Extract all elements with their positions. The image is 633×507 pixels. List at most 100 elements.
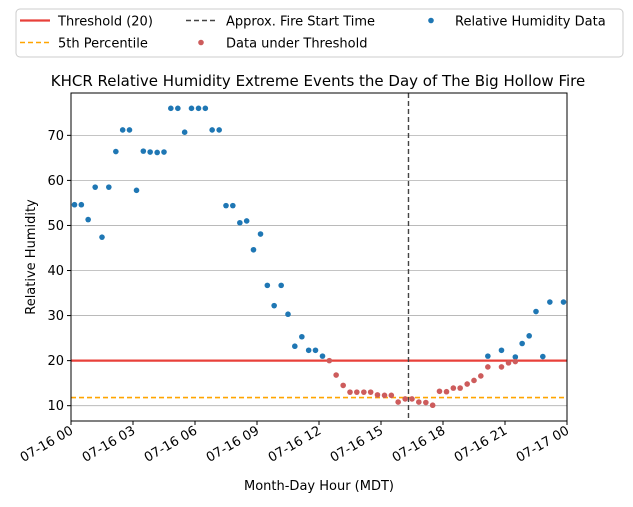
under-threshold-point xyxy=(498,364,505,370)
under-threshold-point xyxy=(402,396,408,402)
legend-threshold-label: Threshold (20) xyxy=(57,15,153,30)
humidity-point xyxy=(119,127,126,133)
humidity-point xyxy=(195,105,202,112)
humidity-point xyxy=(161,149,167,155)
humidity-point xyxy=(278,282,284,289)
humidity-point xyxy=(99,234,105,240)
y-tick-label: 50 xyxy=(47,219,64,234)
humidity-point xyxy=(202,105,209,112)
humidity-point xyxy=(175,105,181,112)
under-threshold-point xyxy=(347,389,353,395)
y-tick-label: 60 xyxy=(47,174,64,189)
humidity-point xyxy=(223,202,229,209)
humidity-point xyxy=(133,187,140,194)
under-threshold-point xyxy=(505,360,512,366)
under-threshold-point xyxy=(326,357,333,364)
humidity-point xyxy=(209,127,215,133)
data-points xyxy=(71,105,567,409)
under-threshold-point xyxy=(450,385,457,391)
under-threshold-point xyxy=(333,372,339,378)
humidity-point xyxy=(147,149,153,155)
under-threshold-point xyxy=(416,399,422,405)
legend-percentile-label: 5th Percentile xyxy=(58,37,148,52)
humidity-point xyxy=(547,299,553,305)
under-threshold-point xyxy=(429,402,436,409)
humidity-point xyxy=(154,149,160,156)
humidity-point xyxy=(485,353,491,359)
humidity-point xyxy=(168,105,174,112)
x-axis: 07-16 00 07-16 03 07-16 06 07-16 09 07-16 12… xyxy=(18,421,572,466)
legend-under-threshold-label: Data under Threshold xyxy=(226,37,367,52)
under-threshold-point xyxy=(464,381,470,387)
under-threshold-point xyxy=(485,364,491,370)
humidity-point xyxy=(271,302,277,309)
humidity-point xyxy=(140,148,147,154)
under-threshold-point xyxy=(478,373,484,379)
under-threshold-point xyxy=(457,385,463,391)
humidity-point xyxy=(113,148,119,155)
humidity-point xyxy=(257,231,264,237)
under-threshold-point xyxy=(443,388,450,395)
under-threshold-point xyxy=(381,392,388,399)
y-tick-label: 20 xyxy=(47,354,64,369)
under-threshold-point xyxy=(409,396,415,402)
humidity-point xyxy=(319,353,326,359)
under-threshold-point xyxy=(471,377,477,384)
plot-frame xyxy=(70,92,568,422)
x-tick-label: 07-16 21 xyxy=(452,423,510,465)
humidity-point xyxy=(519,340,525,347)
y-tick-label: 30 xyxy=(47,309,64,324)
humidity-point xyxy=(540,353,546,360)
under-threshold-point xyxy=(361,389,367,395)
x-tick-label: 07-17 00 xyxy=(514,423,572,465)
y-axis: 10 20 30 40 50 60 70 xyxy=(47,129,71,414)
humidity-point xyxy=(237,219,243,226)
legend: Threshold (20) 5th Percentile Approx. Fi… xyxy=(15,8,624,58)
under-threshold-point xyxy=(367,389,374,395)
legend-under-threshold-marker xyxy=(198,39,204,46)
humidity-point xyxy=(299,333,305,340)
under-threshold-point xyxy=(374,392,381,398)
humidity-point xyxy=(126,127,133,133)
legend-frame xyxy=(15,8,624,58)
x-tick-label: 07-16 18 xyxy=(390,423,448,465)
humidity-point xyxy=(106,184,112,190)
humidity-point xyxy=(92,184,98,190)
humidity-point xyxy=(560,299,567,305)
x-axis-label: Month-Day Hour (MDT) xyxy=(244,479,394,494)
humidity-point xyxy=(243,218,250,224)
humidity-point xyxy=(285,311,291,318)
under-threshold-point xyxy=(395,399,401,405)
x-tick-label: 07-16 09 xyxy=(204,423,262,465)
under-threshold-point xyxy=(423,399,429,406)
humidity-point xyxy=(498,347,505,354)
reference-lines xyxy=(71,93,567,421)
y-tick-label: 70 xyxy=(47,129,64,144)
x-tick-label: 07-16 00 xyxy=(18,423,76,465)
x-tick-label: 07-16 15 xyxy=(328,423,386,465)
under-threshold-point xyxy=(436,388,443,395)
x-tick-label: 07-16 06 xyxy=(142,423,200,465)
humidity-point xyxy=(292,343,298,350)
legend-fire-start-label: Approx. Fire Start Time xyxy=(226,15,375,30)
chart-title: KHCR Relative Humidity Extreme Events th… xyxy=(51,72,585,90)
humidity-point xyxy=(71,201,78,208)
under-threshold-point xyxy=(354,389,360,395)
y-tick-label: 40 xyxy=(47,264,64,279)
humidity-point xyxy=(264,282,271,289)
humidity-point xyxy=(85,216,91,223)
legend-humidity-marker xyxy=(428,17,434,24)
under-threshold-point xyxy=(388,392,395,399)
grid xyxy=(71,134,567,407)
humidity-point xyxy=(305,347,312,354)
humidity-point xyxy=(250,246,257,253)
humidity-point xyxy=(312,347,319,354)
y-tick-label: 10 xyxy=(47,399,64,414)
humidity-point xyxy=(526,333,532,339)
under-threshold-point xyxy=(340,382,346,389)
legend-humidity-label: Relative Humidity Data xyxy=(455,15,606,30)
humidity-point xyxy=(512,354,519,360)
humidity-point xyxy=(188,105,195,112)
humidity-point xyxy=(230,202,236,209)
